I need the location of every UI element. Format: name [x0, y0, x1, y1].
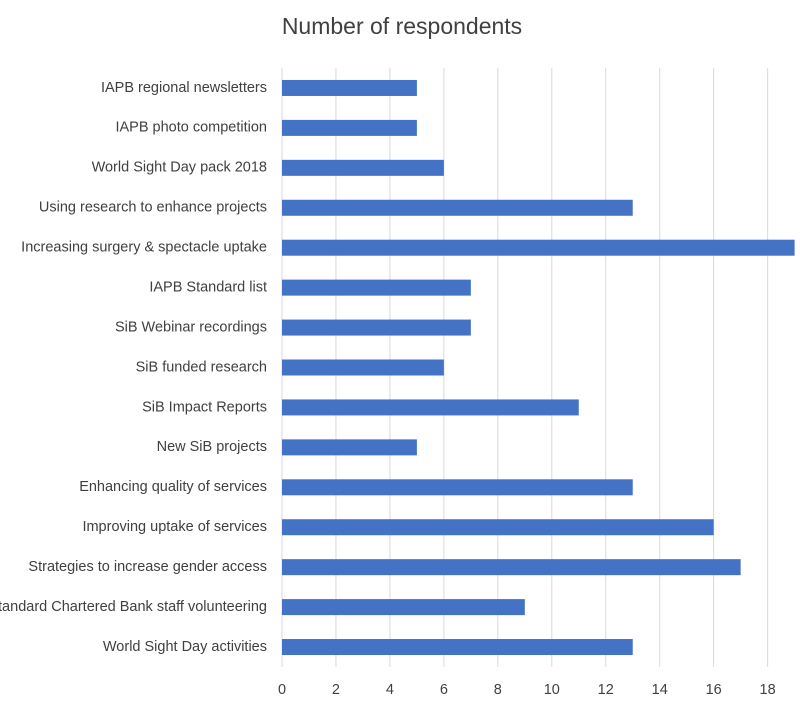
bar: [282, 239, 795, 256]
bar: [282, 599, 525, 616]
y-tick-label: SiB funded research: [136, 359, 267, 375]
x-tick-label: 18: [760, 682, 776, 698]
x-tick-label: 2: [332, 682, 340, 698]
x-tick-label: 14: [652, 682, 668, 698]
y-tick-label: Enhancing quality of services: [79, 479, 267, 495]
chart-title: Number of respondents: [282, 13, 522, 39]
x-tick-label: 4: [386, 682, 394, 698]
y-tick-label: IAPB regional newsletters: [101, 80, 267, 96]
bar: [282, 279, 471, 296]
y-tick-label: Using research to enhance projects: [39, 200, 267, 216]
x-tick-label: 10: [544, 682, 560, 698]
y-tick-label: IAPB photo competition: [115, 120, 267, 136]
bar: [282, 439, 417, 456]
y-tick-label: World Sight Day pack 2018: [92, 160, 267, 176]
bar: [282, 119, 417, 136]
bar: [282, 399, 579, 416]
x-tick-label: 6: [440, 682, 448, 698]
bar: [282, 559, 741, 576]
bar: [282, 79, 417, 96]
y-tick-label: SiB Webinar recordings: [115, 319, 267, 335]
y-tick-label: New SiB projects: [157, 439, 267, 455]
x-tick-label: 12: [598, 682, 614, 698]
y-tick-label: IAPB Standard list: [149, 279, 267, 295]
y-tick-label: Strategies to increase gender access: [28, 559, 267, 575]
y-tick-label: Improving uptake of services: [82, 519, 267, 535]
bar: [282, 519, 714, 536]
y-tick-label: Increasing surgery & spectacle uptake: [21, 240, 267, 256]
x-tick-label: 16: [706, 682, 722, 698]
y-tick-label: Standard Chartered Bank staff volunteeri…: [0, 599, 267, 615]
x-tick-label: 8: [494, 682, 502, 698]
bar: [282, 479, 633, 496]
bar: [282, 359, 444, 376]
bar: [282, 159, 444, 176]
x-tick-label: 0: [278, 682, 286, 698]
y-tick-label: World Sight Day activities: [103, 639, 267, 655]
bar: [282, 199, 633, 216]
bar: [282, 639, 633, 656]
bar: [282, 319, 471, 336]
y-tick-label: SiB Impact Reports: [142, 399, 267, 415]
